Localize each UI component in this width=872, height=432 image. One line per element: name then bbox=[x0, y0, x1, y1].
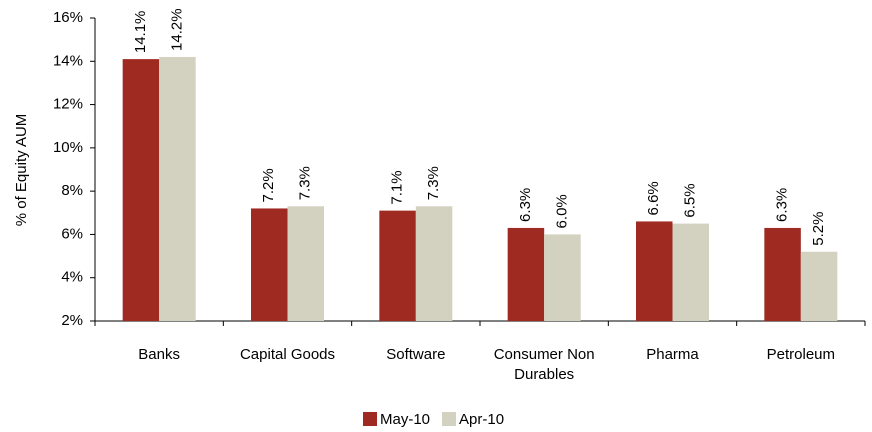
bar bbox=[507, 227, 545, 321]
x-tick-label: Capital Goods bbox=[239, 346, 336, 363]
y-axis-label: % of Equity AUM bbox=[13, 114, 30, 227]
data-label: 14.2% bbox=[168, 8, 185, 51]
bar bbox=[379, 210, 416, 321]
y-tick-label: 12% bbox=[53, 96, 83, 113]
y-tick-label: 2% bbox=[61, 312, 83, 329]
y-tick-label: 4% bbox=[61, 269, 83, 286]
data-label: 7.3% bbox=[425, 166, 442, 200]
data-label: 6.0% bbox=[553, 194, 570, 228]
data-label: 6.6% bbox=[645, 181, 662, 215]
y-tick-label: 10% bbox=[53, 139, 83, 156]
bar bbox=[287, 206, 324, 321]
bar bbox=[415, 206, 453, 321]
y-tick-label: 14% bbox=[53, 52, 83, 69]
bar bbox=[636, 221, 673, 321]
bar bbox=[159, 56, 196, 321]
legend-label: Apr-10 bbox=[459, 411, 504, 428]
legend-label: May-10 bbox=[380, 411, 430, 428]
y-tick-label: 8% bbox=[61, 182, 83, 199]
data-label: 6.3% bbox=[774, 188, 791, 222]
x-tick-label: Banks bbox=[138, 346, 180, 363]
data-label: 5.2% bbox=[810, 212, 827, 246]
bar bbox=[251, 208, 288, 321]
data-label: 14.1% bbox=[132, 11, 149, 54]
bar bbox=[544, 234, 581, 321]
bar bbox=[672, 223, 709, 321]
x-tick-label: Software bbox=[386, 346, 446, 363]
bar bbox=[800, 251, 838, 321]
bar bbox=[764, 227, 801, 321]
x-tick-label: Pharma bbox=[646, 346, 699, 363]
data-label: 6.5% bbox=[682, 183, 699, 217]
y-tick-label: 6% bbox=[61, 225, 83, 242]
data-label: 7.2% bbox=[260, 168, 277, 202]
data-label: 7.1% bbox=[389, 170, 406, 204]
legend-swatch bbox=[363, 412, 377, 426]
x-tick-label: Petroleum bbox=[766, 346, 836, 363]
y-tick-label: 16% bbox=[53, 9, 83, 26]
data-label: 6.3% bbox=[517, 188, 534, 222]
bar bbox=[122, 59, 160, 321]
legend-swatch bbox=[442, 412, 457, 426]
x-tick-label: Consumer Non Durables bbox=[493, 346, 595, 383]
data-label: 7.3% bbox=[297, 166, 314, 200]
